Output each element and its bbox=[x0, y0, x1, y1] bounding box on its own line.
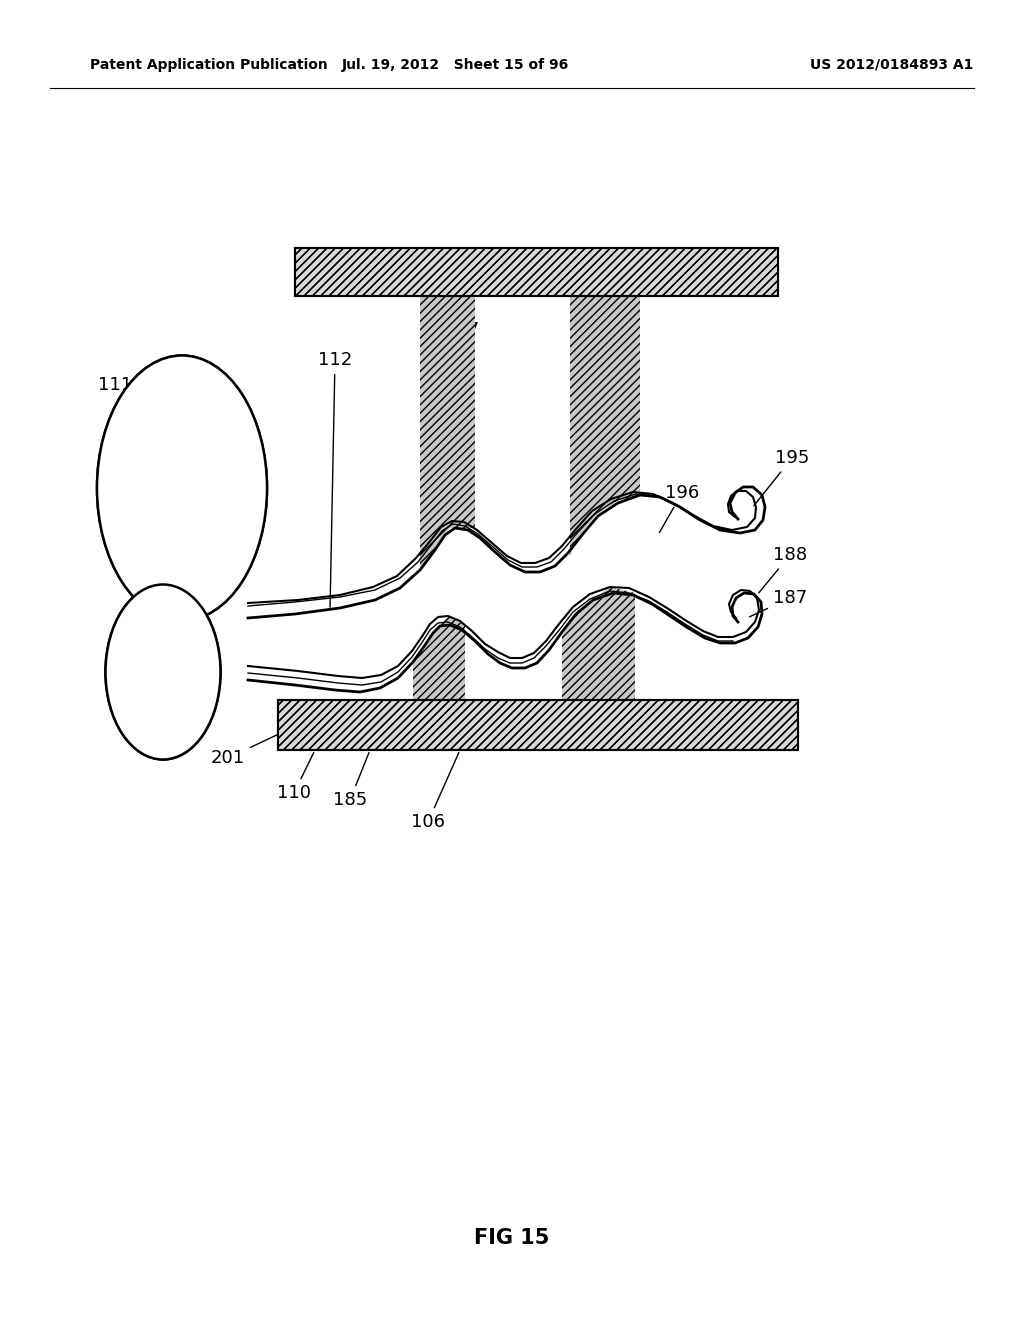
Ellipse shape bbox=[105, 585, 220, 759]
Bar bbox=[295, 248, 778, 296]
Ellipse shape bbox=[97, 355, 267, 620]
Bar bbox=[295, 248, 778, 296]
Ellipse shape bbox=[97, 355, 267, 620]
Text: 196: 196 bbox=[659, 484, 699, 532]
Text: 104: 104 bbox=[593, 268, 627, 339]
Text: 106: 106 bbox=[411, 752, 459, 832]
Bar bbox=[295, 248, 778, 296]
Polygon shape bbox=[570, 296, 640, 554]
Text: 111: 111 bbox=[98, 376, 153, 418]
Bar bbox=[278, 700, 798, 750]
Text: 201: 201 bbox=[211, 733, 281, 767]
Text: US 2012/0184893 A1: US 2012/0184893 A1 bbox=[810, 58, 974, 73]
Text: 195: 195 bbox=[754, 449, 809, 506]
Text: 188: 188 bbox=[759, 546, 807, 593]
Text: 185: 185 bbox=[333, 752, 369, 809]
Text: 187: 187 bbox=[750, 589, 807, 616]
Ellipse shape bbox=[105, 585, 220, 759]
Bar bbox=[278, 700, 798, 750]
Polygon shape bbox=[562, 587, 635, 700]
Text: 110: 110 bbox=[278, 752, 313, 803]
Bar bbox=[278, 700, 798, 750]
Text: Jul. 19, 2012   Sheet 15 of 96: Jul. 19, 2012 Sheet 15 of 96 bbox=[341, 58, 568, 73]
Text: FIG 15: FIG 15 bbox=[474, 1228, 550, 1247]
Text: 107: 107 bbox=[445, 282, 479, 339]
Bar bbox=[295, 248, 778, 296]
Text: Patent Application Publication: Patent Application Publication bbox=[90, 58, 328, 73]
Text: 112: 112 bbox=[317, 351, 352, 607]
Polygon shape bbox=[420, 296, 475, 570]
Polygon shape bbox=[413, 616, 465, 700]
Bar bbox=[278, 700, 798, 750]
